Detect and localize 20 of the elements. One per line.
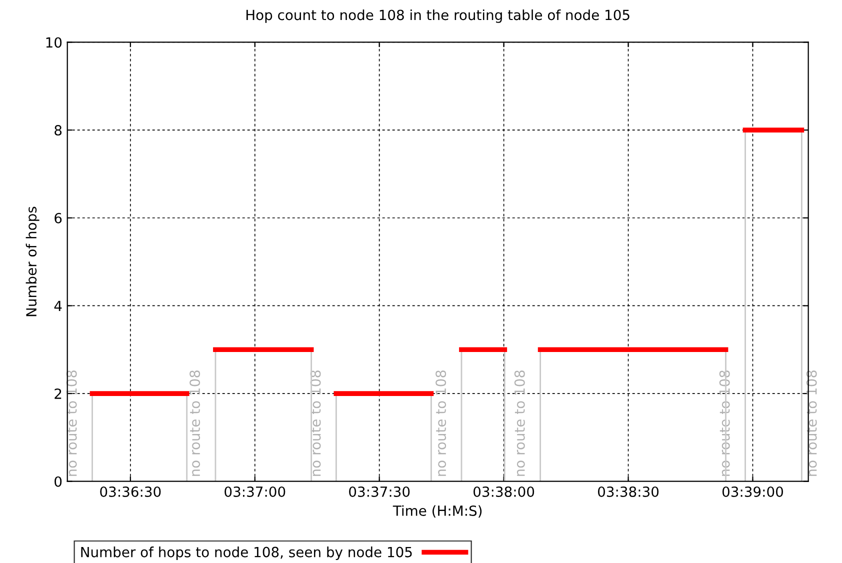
annotation: no route to 108 [190, 370, 200, 476]
x-tick-label: 03:38:30 [598, 486, 659, 497]
annotation: no route to 108 [806, 370, 817, 476]
x-tick-label: 03:37:00 [224, 486, 286, 497]
y-tick-label: 8 [54, 125, 62, 136]
x-tick-label: 03:37:30 [349, 486, 410, 497]
legend-label: Number of hops to node 108, seen by node 105 [81, 546, 412, 560]
y-axis-title: Number of hops [26, 206, 40, 316]
annotation: no route to 108 [436, 370, 446, 476]
x-tick-label: 03:36:30 [100, 486, 161, 497]
x-tick-label: 03:39:00 [722, 486, 783, 497]
y-tick-label: 10 [46, 37, 62, 48]
y-tick-label: 0 [54, 476, 62, 487]
y-tick-label: 4 [54, 300, 62, 311]
y-tick-label: 2 [54, 388, 62, 399]
chart-title: Hop count to node 108 in the routing table of node 105 [246, 9, 630, 23]
y-tick-label: 6 [54, 212, 62, 224]
x-tick-label: 03:38:00 [474, 486, 534, 497]
annotation: no route to 108 [514, 370, 525, 476]
x-axis-title: Time (H:M:S) [392, 505, 482, 518]
